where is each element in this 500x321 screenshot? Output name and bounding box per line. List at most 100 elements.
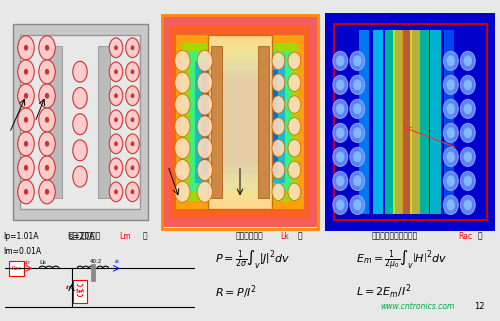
Circle shape bbox=[464, 176, 472, 187]
Circle shape bbox=[460, 99, 475, 118]
Circle shape bbox=[174, 94, 190, 115]
Circle shape bbox=[115, 142, 117, 145]
Circle shape bbox=[444, 51, 458, 71]
Circle shape bbox=[444, 171, 458, 191]
Text: Lm: Lm bbox=[75, 289, 85, 294]
Circle shape bbox=[46, 142, 48, 146]
Circle shape bbox=[73, 61, 87, 82]
Circle shape bbox=[24, 166, 28, 170]
Bar bbox=[402, 30, 411, 214]
Text: Rac: Rac bbox=[458, 232, 472, 241]
Circle shape bbox=[39, 132, 56, 156]
Circle shape bbox=[109, 110, 123, 130]
Circle shape bbox=[272, 161, 285, 179]
Circle shape bbox=[336, 56, 344, 66]
Bar bbox=[202, 70, 278, 174]
Circle shape bbox=[132, 142, 134, 145]
Circle shape bbox=[18, 36, 34, 60]
Text: is: is bbox=[115, 259, 120, 264]
Text: ）: ） bbox=[142, 232, 148, 241]
Circle shape bbox=[126, 134, 139, 154]
Circle shape bbox=[288, 52, 301, 70]
Circle shape bbox=[446, 79, 455, 90]
Circle shape bbox=[39, 108, 56, 132]
Circle shape bbox=[460, 51, 475, 71]
Circle shape bbox=[446, 152, 455, 162]
Circle shape bbox=[333, 75, 348, 94]
Circle shape bbox=[24, 190, 28, 194]
Bar bbox=[430, 30, 440, 214]
Circle shape bbox=[132, 190, 134, 194]
Circle shape bbox=[444, 123, 458, 143]
Circle shape bbox=[73, 140, 87, 161]
Bar bbox=[20, 35, 140, 209]
Circle shape bbox=[24, 46, 28, 50]
Circle shape bbox=[174, 181, 190, 202]
Circle shape bbox=[46, 46, 48, 50]
Circle shape bbox=[46, 70, 48, 74]
Circle shape bbox=[333, 195, 348, 214]
Circle shape bbox=[197, 160, 212, 180]
Circle shape bbox=[174, 160, 190, 180]
Circle shape bbox=[115, 166, 117, 169]
Circle shape bbox=[132, 166, 134, 169]
Circle shape bbox=[18, 84, 34, 108]
Circle shape bbox=[109, 134, 123, 154]
Text: Is=20A: Is=20A bbox=[67, 232, 94, 241]
Circle shape bbox=[132, 94, 134, 98]
Bar bbox=[50, 46, 62, 198]
Bar bbox=[208, 78, 272, 166]
Text: 40:2: 40:2 bbox=[90, 259, 102, 264]
Circle shape bbox=[197, 50, 212, 71]
Circle shape bbox=[18, 132, 34, 156]
Circle shape bbox=[464, 127, 472, 138]
Circle shape bbox=[446, 199, 455, 210]
Text: 激磁磁通分布（: 激磁磁通分布（ bbox=[69, 232, 101, 241]
Bar bbox=[9, 261, 24, 275]
Circle shape bbox=[109, 158, 123, 178]
Circle shape bbox=[174, 138, 190, 159]
Bar bbox=[176, 35, 304, 209]
Text: ）: ） bbox=[298, 232, 302, 241]
Circle shape bbox=[350, 123, 365, 143]
Circle shape bbox=[336, 79, 344, 90]
Circle shape bbox=[126, 158, 139, 178]
Circle shape bbox=[174, 72, 190, 93]
Text: im: im bbox=[66, 285, 74, 290]
Circle shape bbox=[460, 123, 475, 143]
Bar bbox=[372, 30, 383, 214]
Text: 绕组导体涅流场分布（: 绕组导体涅流场分布（ bbox=[372, 232, 418, 241]
Circle shape bbox=[353, 199, 362, 210]
Circle shape bbox=[115, 118, 117, 122]
Bar bbox=[258, 46, 269, 198]
Circle shape bbox=[272, 52, 285, 70]
Circle shape bbox=[460, 147, 475, 167]
Circle shape bbox=[288, 161, 301, 179]
Bar bbox=[98, 46, 110, 198]
Bar bbox=[170, 26, 310, 218]
Circle shape bbox=[336, 176, 344, 187]
Text: Im=0.01A: Im=0.01A bbox=[3, 247, 42, 256]
Circle shape bbox=[353, 152, 362, 162]
Bar bbox=[182, 43, 298, 201]
Circle shape bbox=[353, 79, 362, 90]
Circle shape bbox=[350, 99, 365, 118]
Circle shape bbox=[444, 195, 458, 214]
Circle shape bbox=[350, 75, 365, 94]
Circle shape bbox=[197, 138, 212, 159]
Circle shape bbox=[288, 74, 301, 91]
Bar bbox=[208, 35, 272, 209]
Text: Lm: Lm bbox=[119, 232, 131, 241]
Circle shape bbox=[18, 60, 34, 84]
Circle shape bbox=[350, 51, 365, 71]
Circle shape bbox=[336, 103, 344, 114]
Circle shape bbox=[197, 116, 212, 137]
Circle shape bbox=[446, 176, 455, 187]
Bar bbox=[189, 52, 291, 192]
Circle shape bbox=[126, 38, 139, 57]
Circle shape bbox=[336, 127, 344, 138]
Circle shape bbox=[109, 38, 123, 57]
Circle shape bbox=[24, 94, 28, 98]
Circle shape bbox=[446, 127, 455, 138]
Text: 12: 12 bbox=[474, 302, 485, 311]
